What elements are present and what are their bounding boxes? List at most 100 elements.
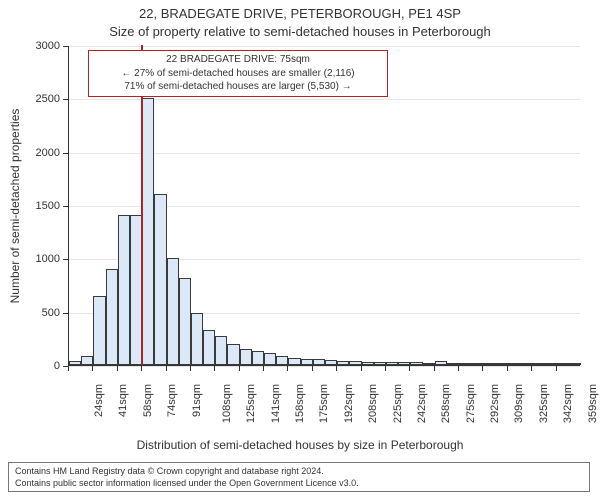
histogram-bar <box>106 269 118 365</box>
histogram-bar <box>142 98 154 365</box>
y-tick-label: 2000 <box>20 147 60 159</box>
x-tick-mark <box>92 366 93 371</box>
annotation-line-1: 22 BRADEGATE DRIVE: 75sqm <box>93 53 383 67</box>
y-tick-label: 1500 <box>20 200 60 212</box>
histogram-bar <box>179 278 191 365</box>
histogram-bar <box>398 362 410 365</box>
x-tick-mark <box>239 366 240 371</box>
figure: 22, BRADEGATE DRIVE, PETERBOROUGH, PE1 4… <box>0 0 600 500</box>
gridline <box>69 46 580 47</box>
x-tick-mark <box>190 366 191 371</box>
x-tick-label: 141sqm <box>270 384 282 423</box>
x-tick-mark <box>141 366 142 371</box>
y-tick-label: 0 <box>20 360 60 372</box>
x-tick-label: 108sqm <box>221 384 233 423</box>
y-tick-mark <box>63 259 68 260</box>
x-tick-label: 242sqm <box>416 384 428 423</box>
x-tick-mark <box>556 366 557 371</box>
histogram-bar <box>288 358 300 365</box>
x-tick-label: 74sqm <box>166 384 178 417</box>
histogram-bar <box>483 363 495 365</box>
x-tick-mark <box>409 366 410 371</box>
annotation-line-2: ← 27% of semi-detached houses are smalle… <box>93 67 383 81</box>
x-tick-label: 208sqm <box>367 384 379 423</box>
x-tick-mark <box>166 366 167 371</box>
x-tick-mark <box>531 366 532 371</box>
histogram-bar <box>471 363 483 365</box>
y-tick-mark <box>63 46 68 47</box>
x-tick-label: 325sqm <box>538 384 550 423</box>
y-tick-label: 2500 <box>20 93 60 105</box>
x-tick-label: 258sqm <box>440 384 452 423</box>
histogram-bar <box>349 361 361 365</box>
x-tick-mark <box>336 366 337 371</box>
x-tick-mark <box>385 366 386 371</box>
histogram-bar <box>337 361 349 365</box>
x-axis-label: Distribution of semi-detached houses by … <box>0 438 600 452</box>
y-tick-label: 3000 <box>20 40 60 52</box>
histogram-bar <box>410 362 422 365</box>
y-tick-label: 500 <box>20 307 60 319</box>
histogram-bar <box>557 363 569 365</box>
histogram-bar <box>81 356 93 365</box>
x-tick-label: 342sqm <box>562 384 574 423</box>
y-tick-mark <box>63 206 68 207</box>
x-tick-label: 91sqm <box>191 384 203 417</box>
annotation-line-3: 71% of semi-detached houses are larger (… <box>93 80 383 94</box>
histogram-bar <box>544 363 556 365</box>
x-tick-mark <box>482 366 483 371</box>
x-tick-label: 192sqm <box>343 384 355 423</box>
x-tick-label: 125sqm <box>245 384 257 423</box>
histogram-bar <box>508 363 520 365</box>
attribution-line-2: Contains public sector information licen… <box>15 477 583 489</box>
y-tick-mark <box>63 99 68 100</box>
histogram-bar <box>313 359 325 365</box>
histogram-bar <box>167 258 179 365</box>
x-tick-label: 175sqm <box>319 384 331 423</box>
histogram-bar <box>93 296 105 365</box>
x-tick-mark <box>361 366 362 371</box>
x-tick-mark <box>68 366 69 371</box>
gridline <box>69 366 580 367</box>
x-tick-mark <box>214 366 215 371</box>
x-tick-label: 41sqm <box>117 384 129 417</box>
x-tick-mark <box>287 366 288 371</box>
histogram-bar <box>240 349 252 365</box>
histogram-bar <box>252 351 264 365</box>
histogram-bar <box>532 363 544 365</box>
histogram-bar <box>496 363 508 365</box>
x-tick-label: 24sqm <box>93 384 105 417</box>
x-tick-label: 275sqm <box>465 384 477 423</box>
y-tick-label: 1000 <box>20 253 60 265</box>
x-tick-label: 359sqm <box>587 384 599 423</box>
histogram-bar <box>276 356 288 365</box>
histogram-bar <box>447 363 459 365</box>
x-tick-mark <box>312 366 313 371</box>
histogram-bar <box>569 363 581 365</box>
histogram-bar <box>374 362 386 365</box>
x-tick-mark <box>434 366 435 371</box>
title-sub: Size of property relative to semi-detach… <box>0 24 600 39</box>
histogram-bar <box>325 360 337 365</box>
x-tick-mark <box>263 366 264 371</box>
histogram-bar <box>191 313 203 365</box>
histogram-bar <box>386 362 398 365</box>
x-tick-label: 225sqm <box>392 384 404 423</box>
x-tick-mark <box>507 366 508 371</box>
histogram-bar <box>203 330 215 365</box>
histogram-bar <box>227 344 239 365</box>
y-tick-mark <box>63 313 68 314</box>
attribution-line-1: Contains HM Land Registry data © Crown c… <box>15 465 583 477</box>
x-tick-label: 58sqm <box>142 384 154 417</box>
x-tick-mark <box>117 366 118 371</box>
histogram-bar <box>301 359 313 365</box>
x-tick-label: 309sqm <box>514 384 526 423</box>
histogram-bar <box>118 215 130 365</box>
histogram-bar <box>362 362 374 365</box>
histogram-bar <box>154 194 166 365</box>
histogram-bar <box>215 336 227 365</box>
x-tick-mark <box>458 366 459 371</box>
title-main: 22, BRADEGATE DRIVE, PETERBOROUGH, PE1 4… <box>0 6 600 21</box>
x-tick-label: 158sqm <box>294 384 306 423</box>
annotation-box: 22 BRADEGATE DRIVE: 75sqm ← 27% of semi-… <box>88 50 388 97</box>
